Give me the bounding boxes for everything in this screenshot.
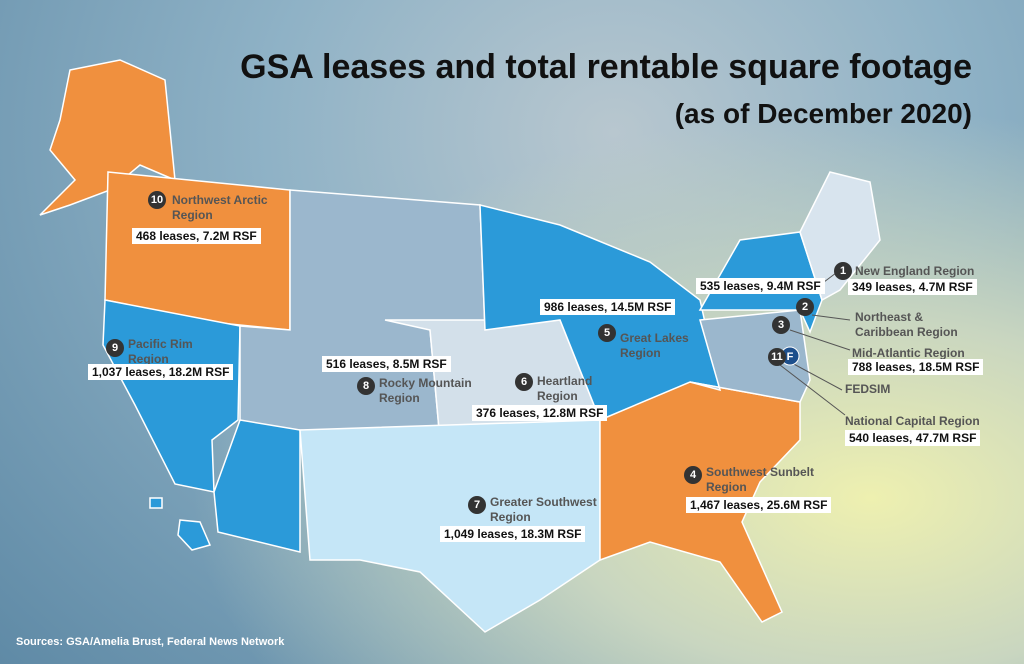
region-name-line: Heartland xyxy=(537,374,593,388)
region-name: National Capital Region xyxy=(845,414,980,429)
region-name-line: Northwest Arctic xyxy=(172,193,268,207)
title: GSA leases and total rentable square foo… xyxy=(240,48,972,86)
region-name-line: Region xyxy=(379,391,420,405)
region-number: 6 xyxy=(515,373,533,391)
leader-3 xyxy=(789,329,851,351)
region-name-line: National Capital Region xyxy=(845,414,980,428)
region-name-line: New England Region xyxy=(855,264,975,278)
region-stats: 788 leases, 18.5M RSF xyxy=(848,359,984,375)
region-stats: 349 leases, 4.7M RSF xyxy=(848,279,977,295)
region-name: New England Region xyxy=(855,264,974,279)
alaska xyxy=(39,59,176,216)
region-stats: 516 leases, 8.5M RSF xyxy=(322,356,451,372)
region-name-line: Region xyxy=(490,510,531,524)
region-name-line: Rocky Mountain xyxy=(379,376,472,390)
source: Sources: GSA/Amelia Brust, Federal News … xyxy=(16,636,285,648)
region-number: 5 xyxy=(598,324,616,342)
region-name-line: Mid-Atlantic Region xyxy=(852,346,965,360)
region-name: Mid-Atlantic Region xyxy=(852,346,965,361)
region-name-line: Region xyxy=(128,352,169,366)
region-name-line: Caribbean Region xyxy=(855,325,958,339)
fedsim-marker-text: F xyxy=(787,351,794,363)
region-number: 1 xyxy=(834,262,852,280)
region-number: 4 xyxy=(684,466,702,484)
region-number: 10 xyxy=(148,191,166,209)
region-stats: 540 leases, 47.7M RSF xyxy=(845,430,981,446)
leader-2 xyxy=(811,314,851,321)
region-name: Southwest Sunbelt Region xyxy=(706,465,814,495)
region-name: Great Lakes Region xyxy=(620,331,689,361)
leader-fedsim xyxy=(789,361,843,391)
region-number: 11 xyxy=(768,348,786,366)
region-name-line: Region xyxy=(537,389,578,403)
region-9-az xyxy=(213,419,301,553)
region-name: Northwest Arctic Region xyxy=(172,193,268,223)
region-name-line: Region xyxy=(172,208,213,222)
subtitle: (as of December 2020) xyxy=(674,98,972,129)
region-name-line: Pacific Rim xyxy=(128,337,193,351)
leader-11 xyxy=(779,364,846,416)
region-name: Heartland Region xyxy=(537,374,592,404)
region-name: Northeast & Caribbean Region xyxy=(855,310,958,340)
region-name: Greater Southwest Region xyxy=(490,495,597,525)
region-stats: 376 leases, 12.8M RSF xyxy=(472,405,608,421)
hawaii xyxy=(177,519,212,551)
region-number: 9 xyxy=(106,339,124,357)
region-10 xyxy=(104,171,291,331)
region-name: Rocky Mountain Region xyxy=(379,376,472,406)
region-9-ca-nv xyxy=(102,299,241,493)
region-name-line: Southwest Sunbelt xyxy=(706,465,814,479)
region-number: 2 xyxy=(796,298,814,316)
region-name-line: Region xyxy=(620,346,661,360)
region-stats: 1,467 leases, 25.6M RSF xyxy=(686,497,832,513)
region-name-line: Great Lakes xyxy=(620,331,689,345)
region-stats: 1,049 leases, 18.3M RSF xyxy=(440,526,586,542)
region-name-line: Region xyxy=(706,480,747,494)
region-name-line: Greater Southwest xyxy=(490,495,597,509)
region-1 xyxy=(799,171,881,302)
region-stats: 986 leases, 14.5M RSF xyxy=(540,299,676,315)
region-number: 3 xyxy=(772,316,790,334)
hawaii-2 xyxy=(149,497,163,509)
region-stats: 468 leases, 7.2M RSF xyxy=(132,228,261,244)
region-stats: 1,037 leases, 18.2M RSF xyxy=(88,364,234,380)
region-stats: 535 leases, 9.4M RSF xyxy=(696,278,825,294)
region-number: 8 xyxy=(357,377,375,395)
region-name-line: Northeast & xyxy=(855,310,924,324)
fedsim-name: FEDSIM xyxy=(845,382,891,396)
region-name: Pacific Rim Region xyxy=(128,337,193,367)
region-number: 7 xyxy=(468,496,486,514)
